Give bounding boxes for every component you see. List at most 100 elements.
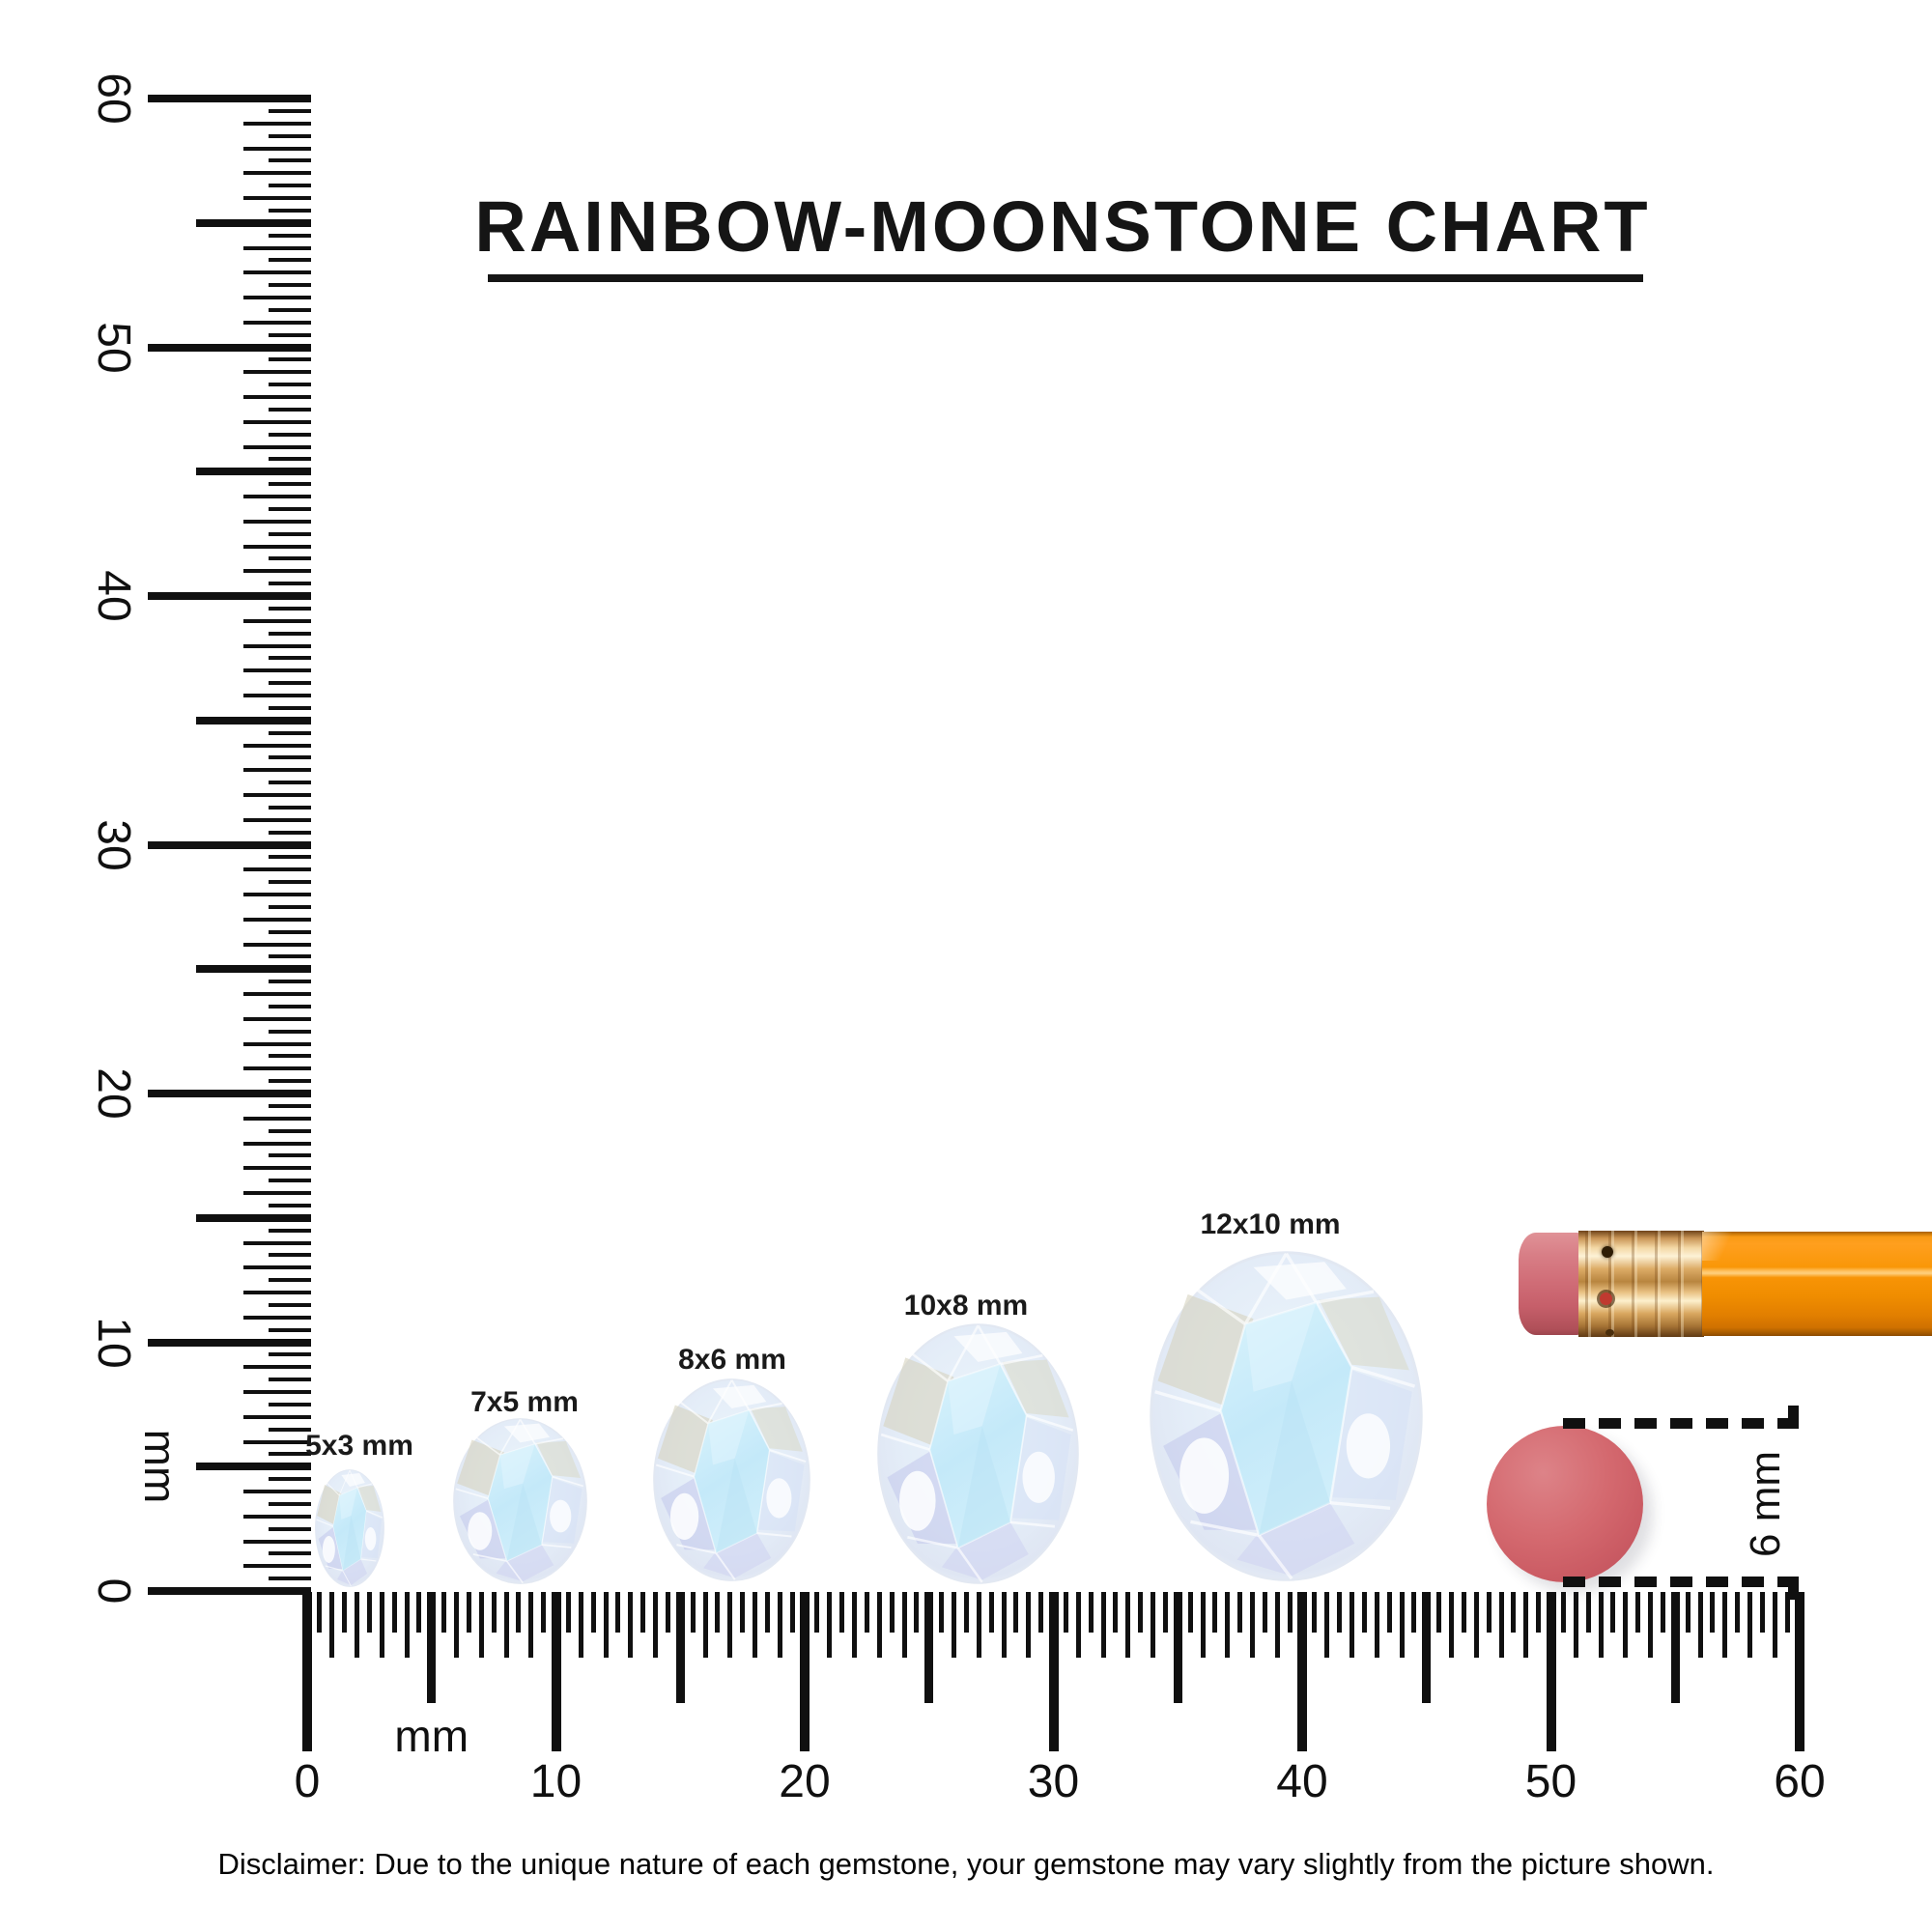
bottom-ruler-tick [516,1592,522,1633]
left-ruler-tick [269,1253,311,1258]
left-ruler-tick [269,158,311,163]
left-ruler-tick [269,1327,311,1332]
left-ruler-tick [243,1066,311,1071]
bottom-ruler-tick [416,1592,422,1633]
left-ruler-tick [269,233,311,238]
gemstone-image [315,1469,384,1587]
bottom-ruler-tick [1001,1592,1007,1658]
bottom-ruler-tick [1585,1592,1591,1633]
bottom-ruler-tick [727,1592,733,1658]
bottom-ruler-tick [551,1592,561,1751]
left-ruler-tick [243,1315,311,1320]
bottom-ruler-tick [578,1592,583,1658]
left-ruler-tick [269,457,311,462]
dimension-dash-top [1563,1418,1799,1429]
bottom-ruler-tick [404,1592,410,1658]
left-ruler-tick [269,1577,311,1581]
bottom-ruler-tick [914,1592,920,1633]
bottom-ruler-tick [1225,1592,1231,1658]
bottom-ruler-tick [1361,1592,1367,1633]
bottom-ruler-tick [302,1592,312,1751]
bottom-ruler-tick [1312,1592,1318,1633]
left-ruler-tick [243,1116,311,1121]
bottom-ruler-tick [1337,1592,1343,1633]
ferrule-dot [1605,1329,1614,1336]
bottom-ruler-number: 60 [1774,1755,1826,1807]
bottom-ruler-tick [939,1592,945,1633]
bottom-ruler-tick [1187,1592,1193,1633]
bottom-ruler-tick [1598,1592,1604,1658]
bottom-ruler-tick [1411,1592,1417,1633]
left-ruler-tick [243,1365,311,1370]
left-ruler-tick [269,1004,311,1009]
left-ruler-tick [243,942,311,947]
bottom-ruler-tick [1759,1592,1765,1633]
bottom-ruler-tick [1498,1592,1504,1658]
left-ruler-tick [269,1526,311,1531]
bottom-ruler-tick [864,1592,869,1633]
left-ruler-tick [148,840,311,849]
bottom-ruler-tick [976,1592,981,1658]
bottom-ruler-tick [1125,1592,1131,1658]
left-ruler-tick [269,980,311,984]
left-ruler-tick [269,184,311,188]
left-ruler-tick [269,1302,311,1307]
left-ruler-tick [269,1128,311,1133]
gem-size-label: 12x10 mm [1200,1208,1341,1240]
left-ruler-tick [243,1390,311,1394]
dimension-dash-bottom [1563,1577,1799,1587]
left-ruler-tick [243,992,311,996]
left-ruler-tick [243,618,311,623]
left-ruler-tick [243,1041,311,1046]
left-ruler-tick [243,569,311,574]
gem-size-label: 8x6 mm [678,1344,786,1376]
left-ruler-tick [243,444,311,449]
bottom-ruler-tick [1546,1592,1556,1751]
left-ruler-number: 50 [88,321,140,374]
ferrule-dot [1600,1293,1612,1305]
bottom-ruler-tick [839,1592,845,1633]
left-ruler-number: 30 [88,818,140,871]
left-ruler-tick [243,694,311,697]
title-underline [488,274,1643,282]
bottom-ruler-tick [1075,1592,1081,1658]
bottom-ruler-tick [1635,1592,1641,1633]
bottom-ruler-number: 40 [1276,1755,1328,1807]
bottom-ruler-number: 50 [1524,1755,1577,1807]
gemstone-5x3mm [315,1469,384,1587]
left-ruler-tick [243,1414,311,1419]
left-ruler-tick [243,917,311,922]
bottom-ruler-tick [1262,1592,1267,1633]
gemstone-image [877,1323,1079,1584]
left-ruler-tick [148,343,311,352]
bottom-ruler-tick [740,1592,746,1633]
left-ruler-number: 40 [88,570,140,622]
left-ruler-tick [269,904,311,909]
bottom-ruler-tick [565,1592,571,1633]
bottom-ruler-tick [952,1592,956,1658]
bottom-ruler-number: 0 [294,1755,321,1807]
bottom-ruler-tick [329,1592,335,1658]
bottom-ruler-tick [317,1592,323,1633]
left-ruler-tick [243,495,311,498]
bottom-ruler-tick [1386,1592,1392,1633]
bottom-ruler-tick [1660,1592,1665,1633]
left-ruler-tick [243,643,311,648]
left-ruler-tick [243,1564,311,1569]
left-ruler-tick [269,1477,311,1482]
left-ruler-tick [243,893,311,896]
left-ruler-tick [148,1338,311,1347]
left-ruler-number: 10 [88,1316,140,1369]
left-ruler-tick [269,880,311,885]
gemstone-image [1150,1251,1423,1581]
disclaimer-text: Disclaimer: Due to the unique nature of … [217,1847,1715,1881]
left-ruler-tick [269,855,311,860]
bottom-ruler-tick [1200,1592,1206,1658]
bottom-ruler-tick [1697,1592,1703,1658]
page-title: RAINBOW-MOONSTONE CHART [474,186,1651,267]
left-ruler-tick [243,296,311,299]
gemstone-10x8mm [877,1323,1079,1584]
left-ruler-tick [269,407,311,412]
bottom-ruler-tick [988,1592,994,1633]
